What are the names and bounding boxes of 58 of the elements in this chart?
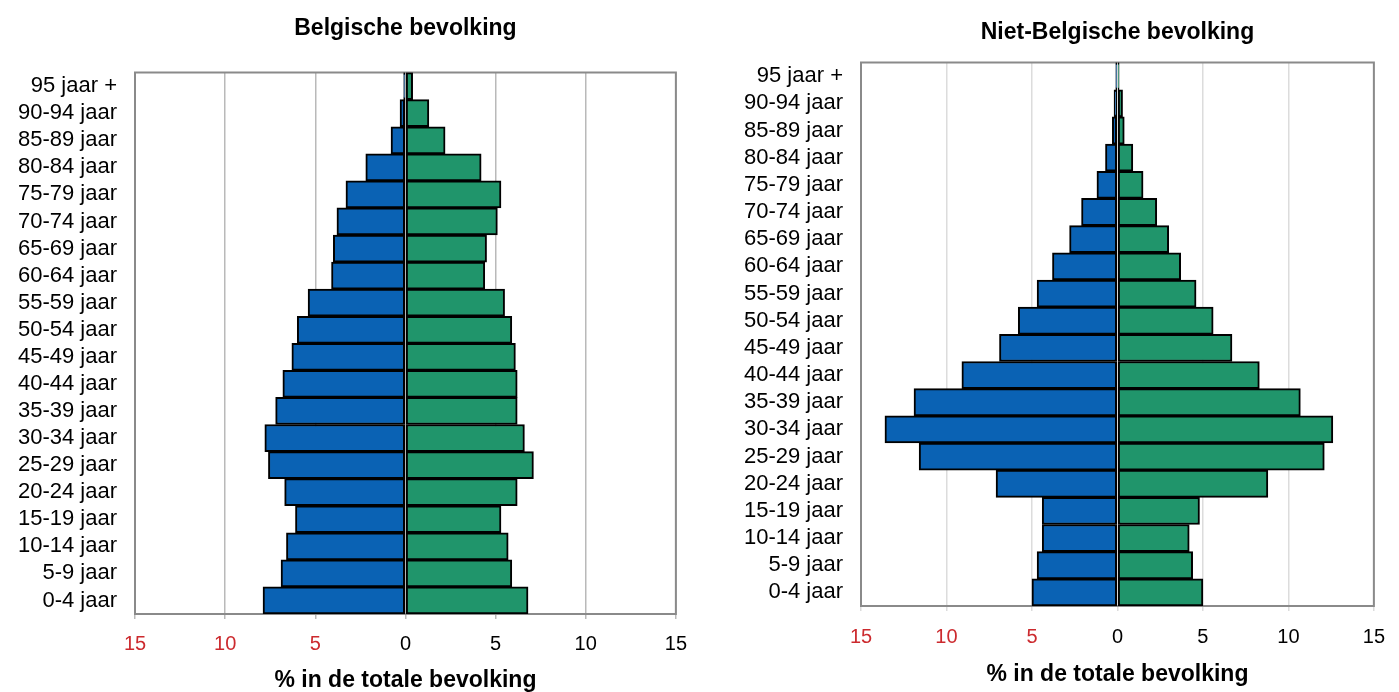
y-tick-label: 40-44 jaar [743,361,843,387]
x-tick-label: 5 [1026,624,1038,647]
x-axis-title: % in de totale bevolking [274,665,537,692]
y-tick-label: 60-64 jaar [743,252,843,278]
y-tick-label: 35-39 jaar [743,388,843,414]
x-tick-label: 10 [1277,624,1300,647]
y-tick-label: 75-79 jaar [17,180,117,206]
y-tick-label: 70-74 jaar [17,207,117,233]
x-tick-label: 15 [123,631,147,654]
y-tick-label: 85-89 jaar [743,116,843,142]
y-tick-label: 25-29 jaar [743,442,843,468]
y-tick-label: 70-74 jaar [743,198,843,224]
y-tick-label: 30-34 jaar [743,415,843,441]
y-tick-label: 10-14 jaar [17,532,117,558]
y-tick-label: 0-4 jaar [42,586,117,612]
y-tick-label: 95 jaar + [30,72,117,98]
y-tick-label: 80-84 jaar [743,143,843,169]
x-tick-label: 0 [1111,624,1123,647]
y-tick-label: 40-44 jaar [17,369,117,395]
y-tick-label: 80-84 jaar [17,153,117,179]
y-tick-label: 45-49 jaar [17,342,117,368]
y-tick-label: 20-24 jaar [743,469,843,495]
x-tick-label: 15 [664,631,687,654]
x-tick-label: 5 [309,631,321,654]
y-tick-label: 10-14 jaar [743,524,843,550]
x-tick-label: 5 [1197,624,1209,647]
y-tick-label: 90-94 jaar [743,89,843,115]
y-tick-label: 90-94 jaar [17,99,117,125]
y-tick-label: 30-34 jaar [17,424,117,450]
y-tick-label: 50-54 jaar [743,306,843,332]
y-tick-label: 35-39 jaar [17,397,117,423]
chart-title: Niet-Belgische bevolking [980,18,1255,45]
y-tick-label: 0-4 jaar [768,578,843,604]
y-tick-label: 65-69 jaar [17,234,117,260]
x-tick-label: 5 [490,631,502,654]
y-tick-label: 25-29 jaar [17,451,117,477]
y-tick-label: 5-9 jaar [768,551,843,577]
y-tick-label: 65-69 jaar [743,225,843,251]
y-tick-label: 95 jaar + [756,62,843,88]
y-tick-label: 15-19 jaar [743,496,843,522]
y-tick-label: 55-59 jaar [743,279,843,305]
y-tick-label: 85-89 jaar [17,126,117,152]
y-tick-label: 60-64 jaar [17,261,117,287]
x-tick-label: 0 [399,631,411,654]
y-tick-label: 20-24 jaar [17,478,117,504]
y-tick-label: 55-59 jaar [17,288,117,314]
chart-title: Belgische bevolking [294,14,517,41]
x-tick-label: 15 [849,624,873,647]
y-tick-label: 50-54 jaar [17,315,117,341]
x-tick-label: 10 [935,624,958,647]
y-tick-label: 45-49 jaar [743,333,843,359]
y-tick-label: 75-79 jaar [743,170,843,196]
x-tick-label: 10 [574,631,597,654]
x-tick-label: 15 [1362,624,1385,647]
x-tick-label: 10 [214,631,237,654]
y-tick-label: 5-9 jaar [42,559,117,585]
x-axis-title: % in de totale bevolking [986,659,1249,686]
y-tick-label: 15-19 jaar [17,505,117,531]
